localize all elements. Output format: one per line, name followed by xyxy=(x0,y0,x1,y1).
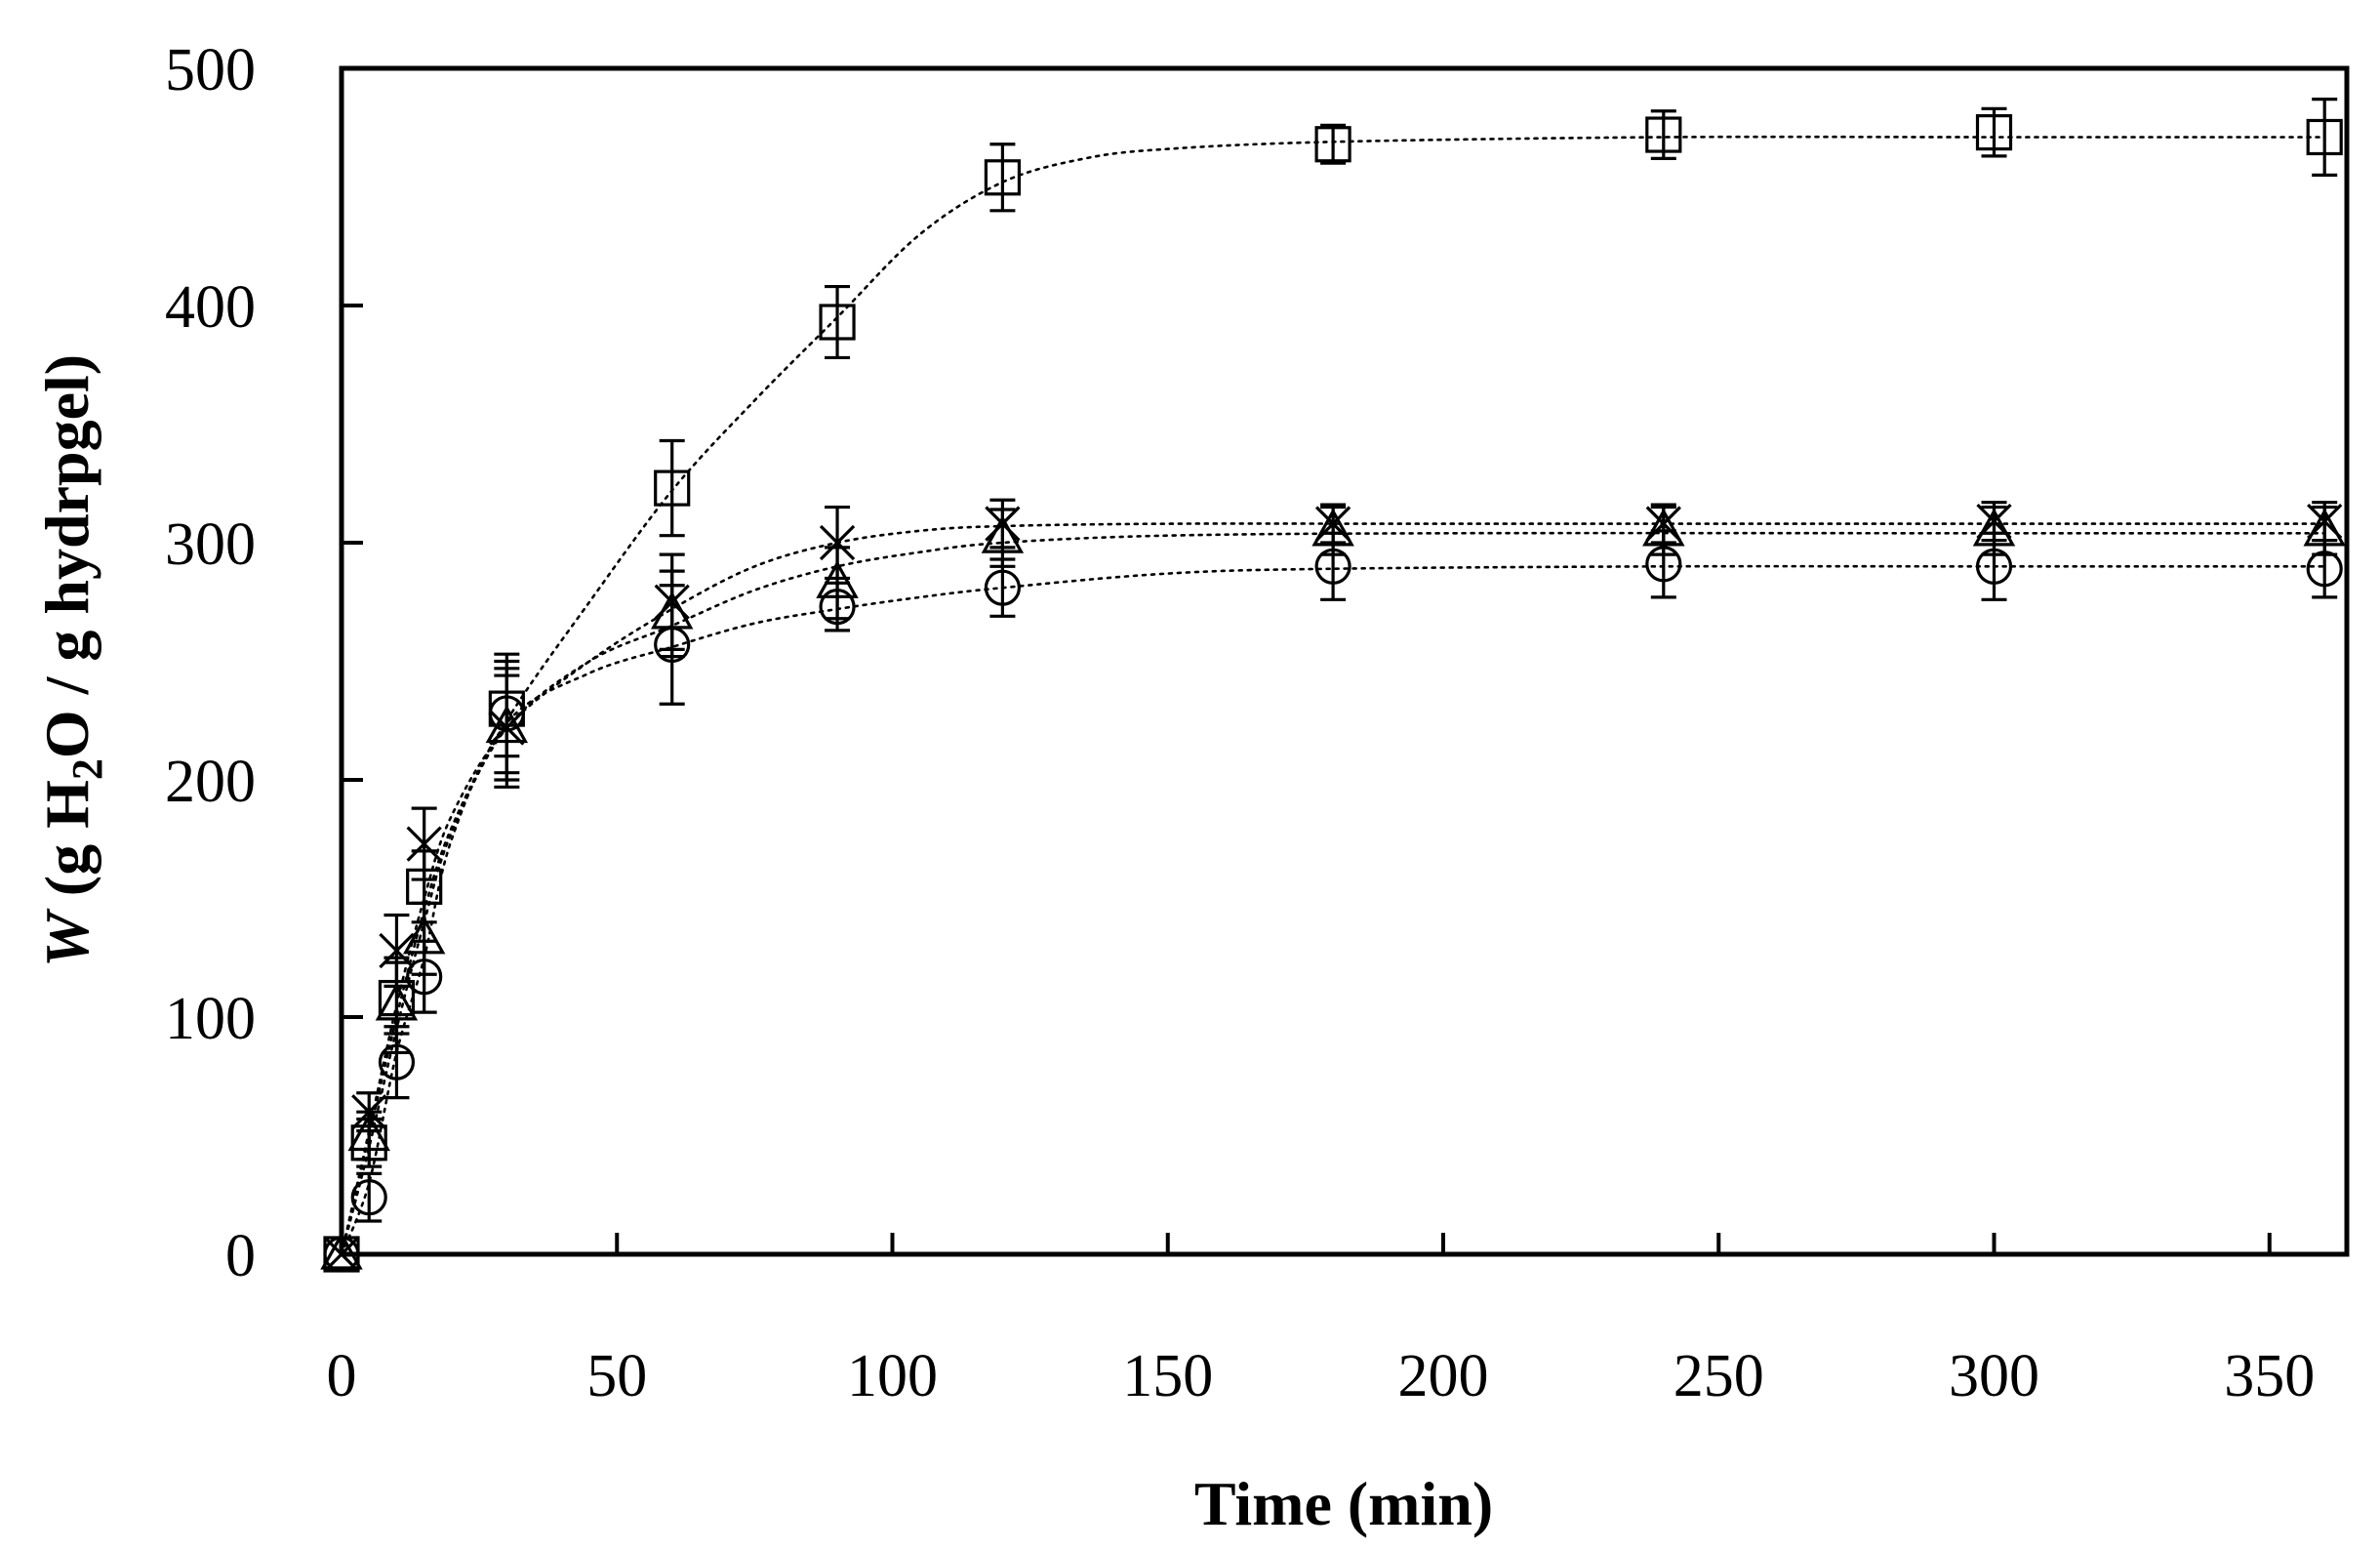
data-point-square xyxy=(819,304,856,341)
data-point-circle xyxy=(1645,546,1682,583)
data-point-square xyxy=(378,979,416,1017)
data-point-cross xyxy=(351,1094,387,1130)
x-tick-label: 150 xyxy=(1122,1343,1213,1409)
fit-curve-square xyxy=(340,135,2326,1256)
data-point-cross xyxy=(379,932,415,969)
error-bar-square xyxy=(2312,97,2338,177)
x-tick-label: 200 xyxy=(1398,1343,1489,1409)
data-point-circle xyxy=(1975,548,2013,585)
error-bar-circle xyxy=(1650,529,1676,599)
data-point-circle xyxy=(654,626,691,664)
error-bar-circle xyxy=(494,652,520,775)
x-axis: 0 50 100 150 200 250 300 350 xyxy=(327,1233,2315,1409)
data-point-triangle xyxy=(485,705,529,744)
plot-frame xyxy=(339,65,2350,1257)
y-tick-label: 100 xyxy=(165,986,256,1052)
data-point-cross xyxy=(489,710,525,746)
data-point-triangle xyxy=(1311,508,1354,547)
data-point-square xyxy=(2306,118,2343,156)
data-point-triangle xyxy=(981,514,1025,553)
data-markers xyxy=(320,114,2346,1273)
x-axis-title: Time (min) xyxy=(1194,1469,1493,1538)
data-point-triangle xyxy=(1642,508,1685,547)
data-point-square xyxy=(654,469,691,507)
error-bar-square xyxy=(659,438,685,538)
data-point-circle xyxy=(350,1179,387,1216)
data-point-triangle xyxy=(402,916,446,955)
data-point-square xyxy=(1975,114,2013,151)
data-point-triangle xyxy=(347,1113,390,1152)
y-tick-label: 300 xyxy=(165,511,256,578)
x-tick-label: 0 xyxy=(327,1343,357,1409)
error-bar-circle xyxy=(989,557,1016,618)
error-bar-circle xyxy=(383,1025,410,1100)
y-axis: 0 100 200 300 400 500 xyxy=(165,37,363,1289)
y-tick-label: 200 xyxy=(165,749,256,815)
error-bar-square xyxy=(989,143,1016,213)
fit-curve-cross xyxy=(340,522,2326,1256)
y-tick-label: 0 xyxy=(225,1223,256,1289)
data-point-triangle xyxy=(2303,508,2346,547)
x-tick-label: 50 xyxy=(586,1343,647,1409)
data-point-triangle xyxy=(375,982,419,1021)
data-point-circle xyxy=(2306,551,2343,588)
data-point-square xyxy=(406,868,443,905)
fit-curve-circle xyxy=(340,564,2326,1256)
data-point-cross xyxy=(1314,506,1351,542)
fit-curves xyxy=(340,135,2326,1256)
data-point-circle xyxy=(819,589,856,626)
data-point-circle xyxy=(406,959,443,996)
data-point-circle xyxy=(378,1043,416,1081)
x-tick-label: 250 xyxy=(1674,1343,1764,1409)
x-tick-label: 300 xyxy=(1949,1343,2039,1409)
data-point-triangle xyxy=(1972,508,2016,547)
x-tick-label: 350 xyxy=(2224,1343,2315,1409)
error-bar-circle xyxy=(659,584,685,706)
data-point-triangle xyxy=(816,560,859,598)
data-point-circle xyxy=(984,569,1022,606)
error-bar-circle xyxy=(2312,538,2338,599)
data-point-square xyxy=(1645,116,1682,153)
x-tick-label: 100 xyxy=(847,1343,938,1409)
y-axis-title: W (g H2O / g hydrpgel) xyxy=(32,354,111,967)
data-point-cross xyxy=(819,524,856,561)
data-point-circle xyxy=(488,695,525,732)
data-point-square xyxy=(984,159,1022,196)
data-point-circle xyxy=(1314,548,1351,585)
data-point-triangle xyxy=(320,1231,363,1270)
y-tick-label: 400 xyxy=(165,274,256,341)
data-point-cross xyxy=(985,506,1021,542)
error-bar-square xyxy=(1320,123,1347,165)
data-point-square xyxy=(1314,126,1351,163)
error-bars xyxy=(356,97,2338,1223)
data-point-cross xyxy=(1645,506,1681,542)
error-bar-square xyxy=(825,284,851,360)
data-point-cross xyxy=(406,826,442,862)
y-tick-label: 500 xyxy=(165,37,256,103)
fit-curve-triangle xyxy=(340,531,2326,1256)
